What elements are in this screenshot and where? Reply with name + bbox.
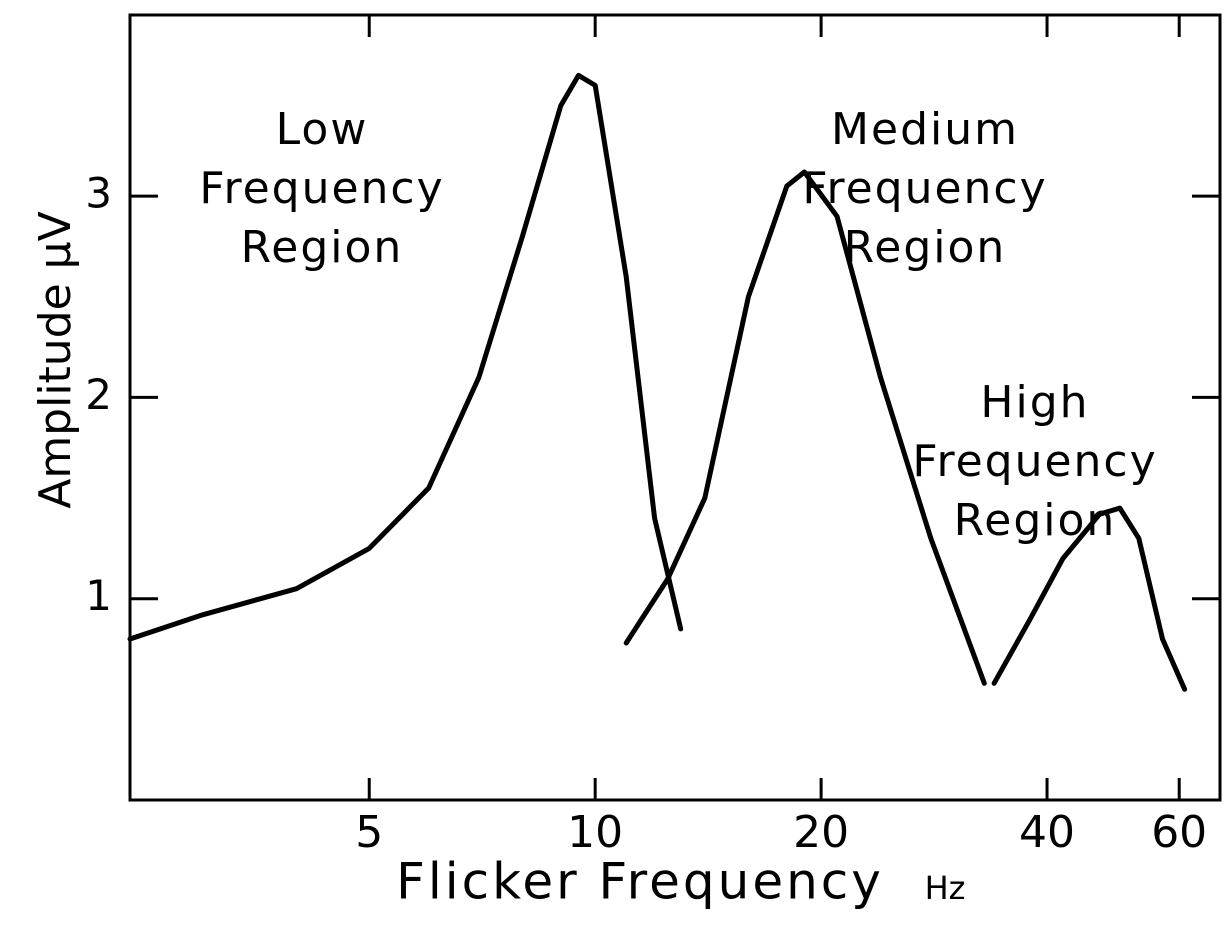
x-axis-unit: Hz — [925, 869, 966, 907]
line-series — [127, 72, 684, 642]
region-annotation: High — [980, 377, 1089, 428]
y-axis-label: Amplitude μV — [30, 211, 81, 509]
x-tick-label: 20 — [793, 807, 849, 858]
x-tick-label: 5 — [355, 807, 383, 858]
region-annotation: Medium — [831, 104, 1019, 155]
y-tick-label: 2 — [85, 370, 112, 419]
line-series — [623, 169, 987, 686]
x-tick-label: 10 — [567, 807, 623, 858]
region-annotation: Region — [241, 222, 404, 273]
region-annotation: Frequency — [912, 436, 1157, 487]
x-tick-label: 60 — [1151, 807, 1207, 858]
plot-frame — [128, 13, 1222, 802]
line-series — [991, 505, 1188, 692]
region-annotation: Region — [844, 222, 1007, 273]
region-annotation: Frequency — [199, 163, 444, 214]
region-annotation: Region — [954, 495, 1117, 546]
y-tick-label: 1 — [85, 571, 112, 620]
region-annotation: Frequency — [802, 163, 1047, 214]
region-annotation: Low — [276, 104, 369, 155]
x-axis-label: Flicker Frequency — [396, 853, 884, 911]
x-tick-label: 40 — [1019, 807, 1075, 858]
y-tick-label: 3 — [85, 169, 112, 218]
